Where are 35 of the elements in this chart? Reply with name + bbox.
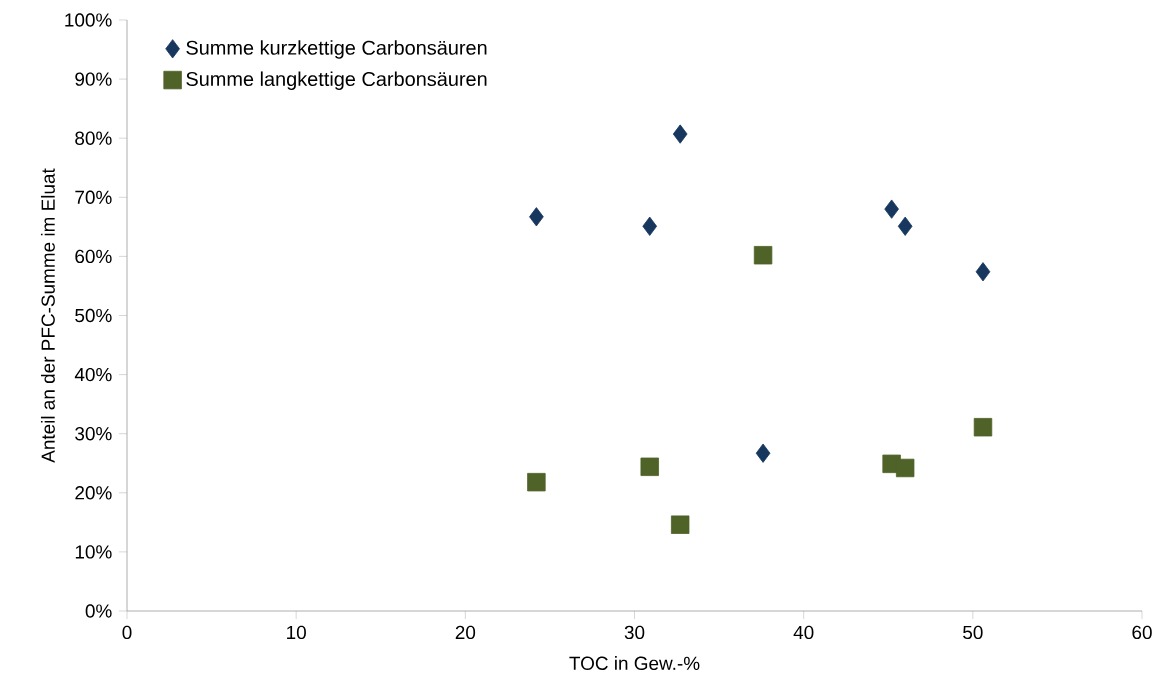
- x-tick-label: 10: [287, 625, 306, 640]
- point: [884, 199, 899, 219]
- y-tick-label: 0%: [85, 604, 112, 618]
- y-tick-label: 20%: [75, 486, 112, 500]
- y-tick-label: 30%: [75, 427, 112, 441]
- y-tick-label: 40%: [74, 367, 112, 382]
- legend-label: Summe kurzkettige Carbonsäuren: [186, 40, 487, 59]
- point: [897, 216, 913, 236]
- legend-label: Summe langkettige Carbonsäuren: [186, 71, 487, 90]
- x-tick-label: 0: [122, 625, 132, 640]
- y-tick-label: 50%: [75, 308, 112, 323]
- x-tick-label: 30: [624, 625, 645, 640]
- point: [527, 472, 546, 492]
- y-tick-label: 10%: [75, 545, 112, 559]
- point: [672, 124, 688, 144]
- x-tick-label: 50: [963, 625, 983, 640]
- x-axis-title: TOC in Gew.-%: [569, 656, 700, 671]
- y-tick-label: 100%: [65, 13, 112, 27]
- point: [753, 246, 773, 265]
- point: [642, 216, 658, 236]
- y-axis-title: Anteil an der PFC-Summe im Eluat: [40, 168, 55, 463]
- point: [640, 457, 659, 476]
- point: [975, 262, 991, 282]
- point: [973, 418, 993, 437]
- x-tick-label: 20: [455, 625, 476, 640]
- point: [895, 458, 915, 478]
- point: [529, 207, 544, 227]
- y-tick-label: 90%: [75, 72, 112, 86]
- x-tick-label: 60: [1132, 625, 1152, 640]
- x-tick-label: 40: [793, 625, 814, 640]
- y-tick-label: 80%: [75, 131, 112, 145]
- y-tick-label: 60%: [75, 249, 112, 264]
- point: [755, 443, 771, 463]
- point: [670, 515, 690, 534]
- y-tick-label: 70%: [75, 190, 112, 204]
